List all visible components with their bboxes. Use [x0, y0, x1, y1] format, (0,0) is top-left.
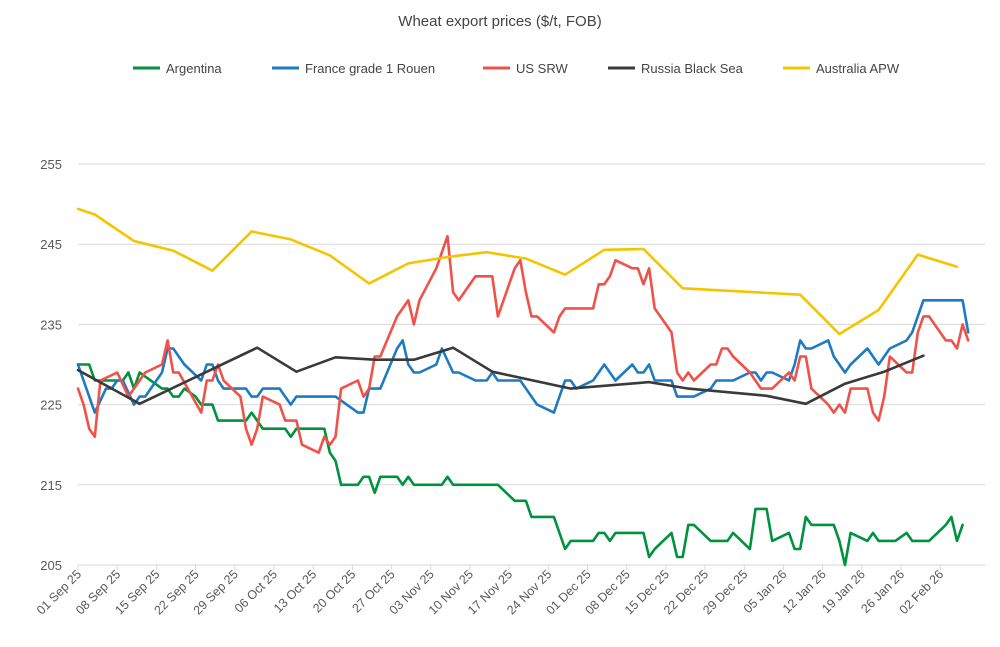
y-tick-label: 215 — [40, 478, 62, 493]
legend-item-australia-apw: Australia APW — [783, 61, 900, 76]
y-tick-label: 205 — [40, 558, 62, 573]
gridlines — [78, 163, 985, 566]
chart-title: Wheat export prices ($/t, FOB) — [398, 13, 601, 30]
legend-label: US SRW — [516, 61, 568, 76]
series-line-australia-apw — [76, 207, 959, 336]
legend: Argentina France grade 1 Rouen US SRW Russi… — [133, 61, 900, 76]
plot-area — [76, 207, 970, 567]
series-line-argentina — [76, 363, 964, 567]
y-tick-label: 235 — [40, 317, 62, 332]
legend-label: Argentina — [166, 61, 222, 76]
series-line-us-srw — [76, 234, 970, 454]
y-tick-label: 225 — [40, 398, 62, 413]
legend-label: Australia APW — [816, 61, 900, 76]
series-line-france-grade-1-rouen — [76, 299, 970, 414]
legend-item-france-grade-1-rouen: France grade 1 Rouen — [272, 61, 435, 76]
legend-item-us-srw: US SRW — [483, 61, 568, 76]
legend-label: France grade 1 Rouen — [305, 61, 435, 76]
legend-item-russia-black-sea: Russia Black Sea — [608, 61, 744, 76]
legend-item-argentina: Argentina — [133, 61, 222, 76]
series-line-russia-black-sea — [76, 346, 925, 406]
y-axis: 205 215 225 235 245 255 — [40, 157, 62, 573]
y-tick-label: 255 — [40, 157, 62, 172]
legend-label: Russia Black Sea — [641, 61, 744, 76]
y-tick-label: 245 — [40, 237, 62, 252]
